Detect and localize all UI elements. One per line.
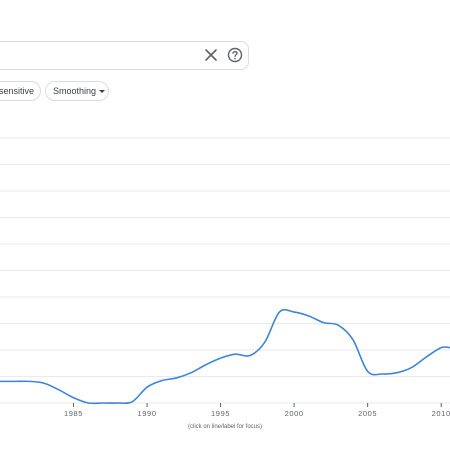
chart-x-axis: 1985 1990 1995 2000 2005 2010 [64, 403, 450, 418]
search-field[interactable] [0, 41, 249, 70]
series-line[interactable] [0, 308, 450, 405]
x-tick-label: 1990 [138, 409, 157, 418]
x-tick-label: 2000 [285, 409, 304, 418]
chart-gridlines [0, 137, 450, 404]
caret-down-icon [99, 90, 106, 93]
focus-hint: (click on line/label for focus) [187, 424, 263, 430]
smoothing-dropdown[interactable]: Smoothing [45, 81, 109, 101]
case-insensitive-label: sensitive [0, 86, 35, 96]
x-tick-label: 1985 [64, 409, 83, 418]
x-tick-label: 1995 [211, 409, 230, 418]
ngram-chart: 1985 1990 1995 2000 2005 2010 [0, 137, 450, 418]
x-tick-label: 2010 [432, 409, 450, 418]
x-tick-label: 2005 [358, 409, 377, 418]
chart-series-layer [0, 308, 450, 405]
help-circle-icon[interactable] [226, 46, 244, 64]
smoothing-label: Smoothing [53, 86, 97, 96]
case-insensitive-toggle[interactable]: sensitive [0, 81, 41, 101]
close-icon[interactable] [201, 45, 221, 65]
